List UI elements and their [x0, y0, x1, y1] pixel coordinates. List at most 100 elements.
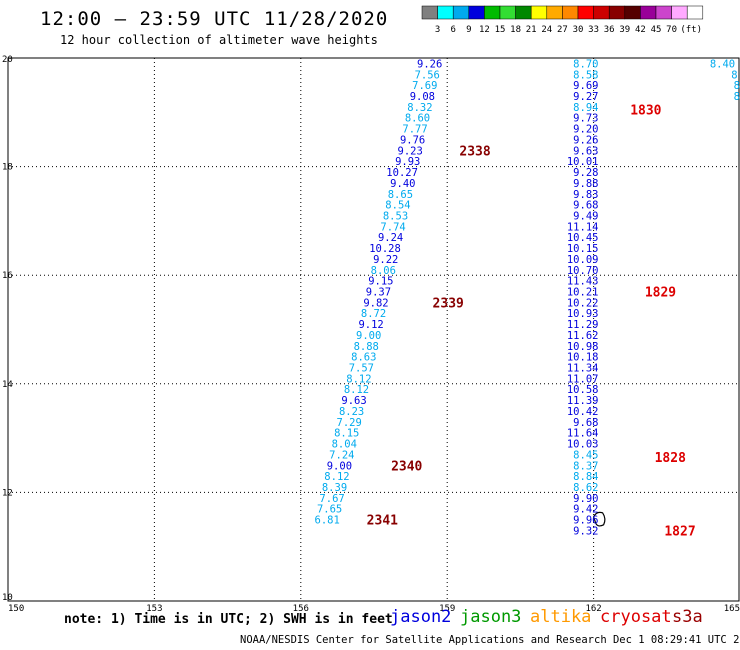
satellite-altika: altika [530, 607, 592, 627]
swh-point-label: 9.90 [573, 493, 598, 505]
swh-point-label: 9.83 [573, 189, 598, 201]
swh-point-label: 7.69 [412, 80, 437, 92]
swh-point-label: 8.94 [573, 102, 598, 114]
time-label: 1828 [655, 451, 686, 466]
time-label: 1830 [630, 104, 661, 119]
y-tick-label: 10 [2, 593, 13, 603]
swh-point-label: 7.29 [337, 417, 362, 429]
swh-point-label: 11.64 [567, 428, 599, 440]
swh-point-label: 7.57 [349, 363, 374, 375]
credit-line: NOAA/NESDIS Center for Satellite Applica… [240, 634, 740, 646]
colorbar-label: 15 [495, 25, 506, 35]
swh-point-label: 8.32 [407, 102, 432, 114]
swh-point-label: 9.37 [366, 286, 391, 298]
y-tick-label: 12 [2, 488, 13, 498]
colorbar-label: 36 [604, 25, 615, 35]
swh-point-label: 10.42 [567, 406, 599, 418]
swh-point-label: 8.63 [351, 352, 376, 364]
y-tick-label: 14 [2, 380, 13, 390]
swh-point-label: 10.22 [567, 297, 599, 309]
swh-point-label: 9.68 [573, 417, 598, 429]
x-tick-label: 150 [8, 604, 24, 614]
y-tick-label: 20 [2, 55, 13, 65]
swh-point-label: 8.84 [573, 471, 598, 483]
swh-point-label: 10.45 [567, 232, 599, 244]
colorbar-label: 39 [619, 25, 630, 35]
x-tick-label: 156 [293, 604, 309, 614]
swh-point-label: 8.12 [324, 471, 349, 483]
swh-point-label: 10.27 [386, 167, 418, 179]
colorbar-label: 9 [466, 25, 471, 35]
swh-point-label: 9.76 [400, 134, 425, 146]
swh-point-label: 8.06 [371, 265, 396, 277]
swh-point-label: 11.43 [567, 276, 599, 288]
swh-point-label: 9.26 [573, 134, 598, 146]
swh-point-label: 7.74 [380, 221, 405, 233]
colorbar-label: 33 [588, 25, 599, 35]
swh-point-label: 9.27 [573, 91, 598, 103]
swh-point-label: 8 [734, 80, 740, 92]
swh-point-label: 7.24 [329, 449, 354, 461]
swh-point-label: 9.88 [573, 178, 598, 190]
swh-point-label: 11.62 [567, 330, 599, 342]
swh-point-label: 11.14 [567, 221, 599, 233]
swh-point-label: 10.98 [567, 341, 599, 353]
swh-point-label: 11.34 [567, 363, 599, 375]
swh-point-label: 8.53 [383, 210, 408, 222]
swh-point-label: 8.88 [354, 341, 379, 353]
island-outline [592, 511, 606, 527]
colorbar-label: 18 [510, 25, 521, 35]
swh-point-label: 9.08 [410, 91, 435, 103]
y-tick-label: 16 [2, 271, 13, 281]
swh-point-label: 11.07 [567, 373, 599, 385]
swh-point-label: 10.28 [369, 243, 401, 255]
swh-point-label: 9.00 [356, 330, 381, 342]
swh-point-label: 9.00 [327, 460, 352, 472]
colorbar-label: 21 [526, 25, 537, 35]
time-label: 1827 [664, 524, 695, 539]
plot-frame [7, 57, 740, 602]
swh-point-label: 9.15 [368, 276, 393, 288]
swh-point-label: 8 [734, 91, 740, 103]
swh-point-label: 10.09 [567, 254, 599, 266]
time-label: 2339 [433, 296, 464, 311]
swh-point-label: 9.12 [358, 319, 383, 331]
swh-point-label: 10.18 [567, 352, 599, 364]
x-tick-label: 153 [146, 604, 162, 614]
colorbar-label: 3 [435, 25, 440, 35]
swh-point-label: 9.63 [341, 395, 366, 407]
satellite-jason2: jason2 [390, 607, 452, 627]
swh-point-label: 9.69 [573, 80, 598, 92]
swh-point-label: 9.63 [573, 145, 598, 157]
swh-point-label: 9.20 [573, 124, 598, 136]
swh-point-label: 8.40 [710, 58, 735, 70]
time-label: 2341 [367, 514, 398, 529]
swh-point-label: 10.01 [567, 156, 599, 168]
time-label: 2340 [391, 459, 422, 474]
chart-title: 12:00 – 23:59 UTC 11/28/2020 [40, 8, 389, 30]
swh-point-label: 9.42 [573, 504, 598, 516]
swh-point-label: 9.32 [573, 525, 598, 537]
swh-point-label: 9.96 [573, 515, 598, 527]
swh-point-label: 9.93 [395, 156, 420, 168]
colorbar-label: 24 [541, 25, 552, 35]
swh-point-label: 9.24 [378, 232, 403, 244]
colorbar-label: 70 [666, 25, 677, 35]
swh-point-label: 8.12 [344, 384, 369, 396]
satellite-jason3: jason3 [460, 607, 522, 627]
colorbar-label: 30 [573, 25, 584, 35]
satellite-cryosat: cryosat [600, 607, 672, 627]
swh-point-label: 8.58 [573, 69, 598, 81]
swh-point-label: 10.93 [567, 308, 599, 320]
x-tick-label: 165 [724, 604, 740, 614]
colorbar-label: 42 [635, 25, 646, 35]
x-tick-label: 162 [585, 604, 601, 614]
colorbar-label: (ft) [680, 25, 702, 35]
colorbar-legend: 3 6 9 12 15 18 21 24 27 30 33 36 39 42 45 70 (ft) [421, 5, 704, 35]
swh-point-label: 8 [731, 69, 737, 81]
swh-point-label: 8.70 [573, 58, 598, 70]
x-tick-label: 159 [439, 604, 455, 614]
colorbar-label: 6 [450, 25, 455, 35]
swh-point-label: 9.49 [573, 210, 598, 222]
